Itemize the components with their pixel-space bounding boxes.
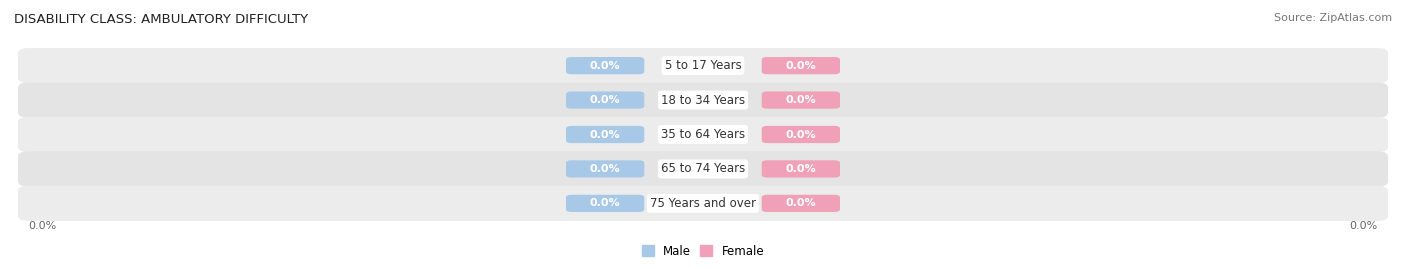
FancyBboxPatch shape bbox=[18, 117, 1388, 152]
Text: 0.0%: 0.0% bbox=[591, 164, 620, 174]
FancyBboxPatch shape bbox=[567, 195, 644, 212]
FancyBboxPatch shape bbox=[18, 83, 1388, 118]
FancyBboxPatch shape bbox=[762, 57, 839, 74]
FancyBboxPatch shape bbox=[567, 126, 644, 143]
FancyBboxPatch shape bbox=[18, 151, 1388, 186]
Text: DISABILITY CLASS: AMBULATORY DIFFICULTY: DISABILITY CLASS: AMBULATORY DIFFICULTY bbox=[14, 13, 308, 26]
Legend: Male, Female: Male, Female bbox=[641, 245, 765, 258]
Text: 0.0%: 0.0% bbox=[591, 129, 620, 140]
Text: 65 to 74 Years: 65 to 74 Years bbox=[661, 162, 745, 175]
Text: 0.0%: 0.0% bbox=[591, 198, 620, 208]
Text: 0.0%: 0.0% bbox=[591, 61, 620, 71]
Text: 0.0%: 0.0% bbox=[786, 198, 815, 208]
Text: 0.0%: 0.0% bbox=[28, 221, 56, 231]
Text: 18 to 34 Years: 18 to 34 Years bbox=[661, 94, 745, 107]
Text: 0.0%: 0.0% bbox=[786, 164, 815, 174]
FancyBboxPatch shape bbox=[762, 160, 839, 178]
Text: 35 to 64 Years: 35 to 64 Years bbox=[661, 128, 745, 141]
Text: 0.0%: 0.0% bbox=[591, 95, 620, 105]
Text: 0.0%: 0.0% bbox=[1350, 221, 1378, 231]
FancyBboxPatch shape bbox=[18, 186, 1388, 221]
FancyBboxPatch shape bbox=[567, 91, 644, 109]
Text: 5 to 17 Years: 5 to 17 Years bbox=[665, 59, 741, 72]
Text: 0.0%: 0.0% bbox=[786, 129, 815, 140]
Text: 75 Years and over: 75 Years and over bbox=[650, 197, 756, 210]
FancyBboxPatch shape bbox=[567, 160, 644, 178]
FancyBboxPatch shape bbox=[762, 126, 839, 143]
FancyBboxPatch shape bbox=[18, 48, 1388, 83]
Text: Source: ZipAtlas.com: Source: ZipAtlas.com bbox=[1274, 13, 1392, 23]
FancyBboxPatch shape bbox=[567, 57, 644, 74]
FancyBboxPatch shape bbox=[762, 195, 839, 212]
FancyBboxPatch shape bbox=[762, 91, 839, 109]
Text: 0.0%: 0.0% bbox=[786, 95, 815, 105]
Text: 0.0%: 0.0% bbox=[786, 61, 815, 71]
